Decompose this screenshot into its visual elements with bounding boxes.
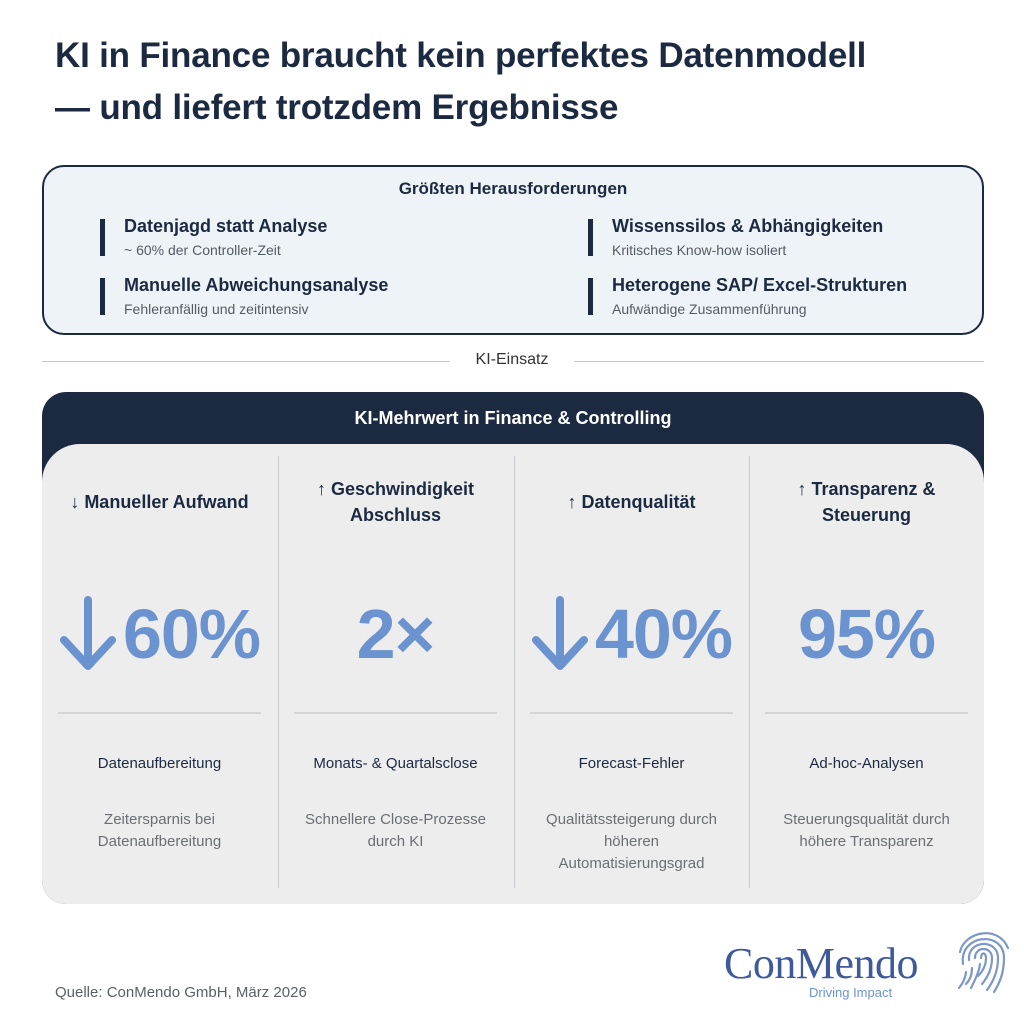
- value-column-label: Forecast-Fehler: [578, 755, 685, 772]
- value-column: ↑ Geschwindigkeit Abschluss 2× Monats- &…: [278, 444, 513, 904]
- value-panel: ↓ Manueller Aufwand 60% Datenaufbereitun…: [42, 444, 984, 904]
- value-column-rule: [58, 712, 261, 714]
- logo-wordmark: ConMendo: [724, 939, 919, 988]
- challenge-subtitle: Fehleranfällig und zeitintensiv: [124, 301, 309, 317]
- challenge-subtitle: Aufwändige Zusammenführung: [612, 301, 807, 317]
- value-column-description: Qualitätssteigerung durch höheren Automa…: [546, 811, 717, 872]
- challenge-bar: [100, 219, 105, 256]
- challenges-heading: Größten Herausforderungen: [398, 179, 628, 198]
- challenge-subtitle: ~ 60% der Controller-Zeit: [124, 242, 281, 258]
- challenge-bar: [100, 278, 105, 315]
- value-metric: 95%: [749, 584, 984, 684]
- page-title: KI in Finance braucht kein perfektes Dat…: [55, 30, 985, 134]
- value-column-rule: [765, 712, 968, 714]
- value-column-heading: ↑ Datenqualität: [567, 492, 696, 512]
- divider-label: KI-Einsatz: [475, 351, 549, 368]
- column-separator: [514, 456, 515, 888]
- source-note: Quelle: ConMendo GmbH, März 2026: [55, 984, 307, 1001]
- value-column-description: Zeitersparnis bei Datenaufbereitung: [97, 811, 222, 850]
- value-column-label: Ad-hoc-Analysen: [809, 755, 924, 772]
- down-arrow-icon: [531, 596, 588, 670]
- divider-line-left: [42, 361, 450, 362]
- value-column: ↑ Transparenz & Steuerung 95% Ad-hoc-Ana…: [749, 444, 984, 904]
- page-title-line-2: — und liefert trotzdem Ergebnisse: [55, 88, 619, 127]
- value-metric: 60%: [42, 584, 277, 684]
- value-column-heading: ↓ Manueller Aufwand: [70, 492, 249, 512]
- challenge-bar: [588, 278, 593, 315]
- fingerprint-icon: [957, 932, 1010, 994]
- value-column-description: Steuerungsqualität durch höhere Transpar…: [783, 811, 950, 850]
- challenge-title: Manuelle Abweichungsanalyse: [124, 275, 389, 295]
- value-column-description: Schnellere Close-Prozesse durch KI: [305, 811, 486, 850]
- value-section: KI-Mehrwert in Finance & Controlling ↓ M…: [42, 392, 984, 904]
- column-separator: [749, 456, 750, 888]
- challenge-title: Heterogene SAP/ Excel-Strukturen: [612, 275, 908, 295]
- value-column: ↓ Manueller Aufwand 60% Datenaufbereitun…: [42, 444, 277, 904]
- value-column-label: Datenaufbereitung: [97, 755, 222, 772]
- challenge-title: Datenjagd statt Analyse: [124, 216, 328, 236]
- value-column-heading: ↑ Transparenz & Steuerung: [797, 479, 936, 525]
- logo-tagline: Driving Impact: [809, 985, 893, 1000]
- value-column-label: Monats- & Quartalsclose: [313, 755, 478, 772]
- value-column-heading: ↑ Geschwindigkeit Abschluss: [316, 479, 475, 525]
- value-section-heading: KI-Mehrwert in Finance & Controlling: [354, 408, 672, 428]
- challenge-title: Wissenssilos & Abhängigkeiten: [612, 216, 884, 236]
- value-column-rule: [530, 712, 733, 714]
- divider-line-right: [574, 361, 984, 362]
- value-metric-number: 60%: [122, 595, 261, 673]
- column-separator: [278, 456, 279, 888]
- value-column: ↑ Datenqualität 40% Forecast-Fehler Qual…: [514, 444, 749, 904]
- page-title-line-1: KI in Finance braucht kein perfektes Dat…: [55, 36, 867, 75]
- value-metric: 40%: [514, 584, 749, 684]
- value-metric-number: 95%: [797, 595, 936, 673]
- company-logo: ConMendo Driving Impact: [724, 930, 1014, 1010]
- value-metric-number: 2×: [356, 595, 436, 673]
- value-column-rule: [294, 712, 497, 714]
- value-metric-number: 40%: [594, 595, 733, 673]
- down-arrow-icon: [59, 596, 116, 670]
- challenge-subtitle: Kritisches Know-how isoliert: [612, 242, 787, 258]
- value-metric: 2×: [278, 584, 513, 684]
- challenge-bar: [588, 219, 593, 256]
- challenges-box: Größten Herausforderungen Datenjagd stat…: [42, 165, 984, 335]
